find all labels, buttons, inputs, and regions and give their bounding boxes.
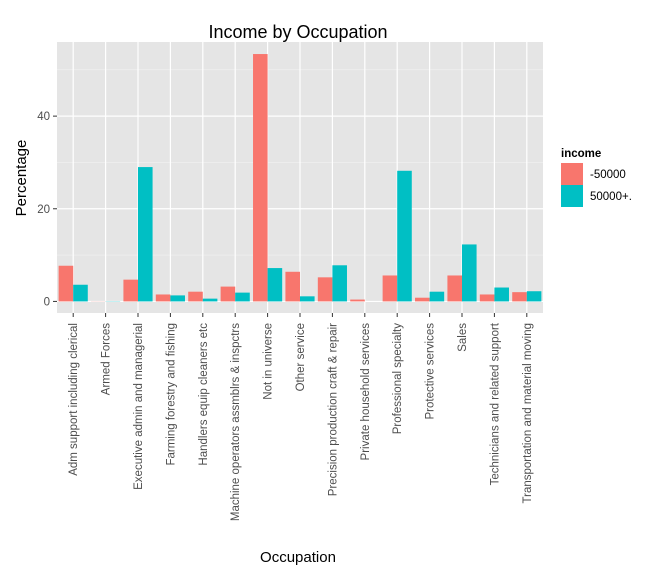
x-axis-title: Occupation — [260, 549, 336, 566]
bar-under-50000 — [155, 294, 171, 302]
bar-under-50000 — [220, 286, 236, 302]
bar-under-50000 — [58, 265, 74, 302]
bar-under-50000 — [123, 279, 138, 302]
bar-over-50000 — [429, 291, 445, 302]
bar-under-50000 — [382, 275, 398, 302]
bar-over-50000 — [397, 170, 412, 302]
chart-title: Income by Occupation — [208, 22, 387, 42]
bar-over-50000 — [494, 287, 509, 302]
y-tick-label: 40 — [37, 111, 50, 123]
legend-label: -50000 — [590, 169, 626, 181]
y-axis: 0 20 40 — [37, 111, 57, 308]
x-tick-label: Armed Forces — [101, 323, 113, 395]
legend-key-under-50000 — [561, 163, 583, 185]
x-tick-label: Professional specialty — [392, 323, 404, 434]
bar-over-50000 — [235, 292, 250, 302]
x-tick-label: Private household services — [360, 323, 372, 461]
x-tick-label: Executive admin and managerial — [133, 323, 145, 490]
x-tick-label: Adm support including clerical — [68, 323, 80, 476]
legend-title: income — [561, 148, 601, 160]
x-tick-label: Not in universe — [263, 323, 275, 400]
bar-over-50000 — [138, 167, 153, 302]
x-tick-label: Machine operators assmblrs & inspctrs — [230, 323, 242, 521]
legend-label: 50000+. — [590, 191, 632, 203]
bar-under-50000 — [350, 299, 365, 302]
bar-under-50000 — [512, 292, 527, 302]
bar-under-50000 — [317, 277, 333, 302]
x-tick-label: Technicians and related support — [489, 322, 501, 485]
legend: income -50000 50000+. — [561, 148, 632, 207]
bar-over-50000 — [332, 265, 347, 302]
bar-under-50000 — [479, 294, 495, 302]
x-tick-label: Farming forestry and fishing — [165, 323, 177, 466]
bar-over-50000 — [526, 291, 542, 302]
x-axis: Adm support including clerical Armed Forc… — [68, 313, 534, 521]
x-tick-label: Sales — [457, 323, 469, 352]
bar-over-50000 — [73, 284, 88, 302]
bar-over-50000 — [300, 296, 315, 302]
y-tick-label: 20 — [37, 204, 50, 216]
y-tick-label: 0 — [44, 296, 50, 308]
bar-under-50000 — [447, 275, 462, 302]
bar-over-50000 — [170, 295, 185, 302]
x-tick-label: Other service — [295, 323, 307, 391]
x-tick-label: Protective services — [425, 323, 437, 420]
y-axis-title: Percentage — [13, 140, 30, 217]
bar-over-50000 — [462, 244, 477, 302]
bar-under-50000 — [188, 291, 203, 302]
bar-under-50000 — [415, 297, 430, 302]
x-tick-label: Handlers equip cleaners etc — [198, 323, 210, 466]
bar-under-50000 — [285, 271, 300, 302]
bar-over-50000 — [202, 298, 218, 302]
bar-over-50000 — [267, 268, 283, 302]
x-tick-label: Transportation and material moving — [522, 323, 534, 503]
x-tick-label: Precision production craft & repair — [327, 323, 339, 496]
bars — [58, 54, 542, 302]
legend-key-over-50000 — [561, 185, 583, 207]
bar-under-50000 — [253, 54, 268, 302]
